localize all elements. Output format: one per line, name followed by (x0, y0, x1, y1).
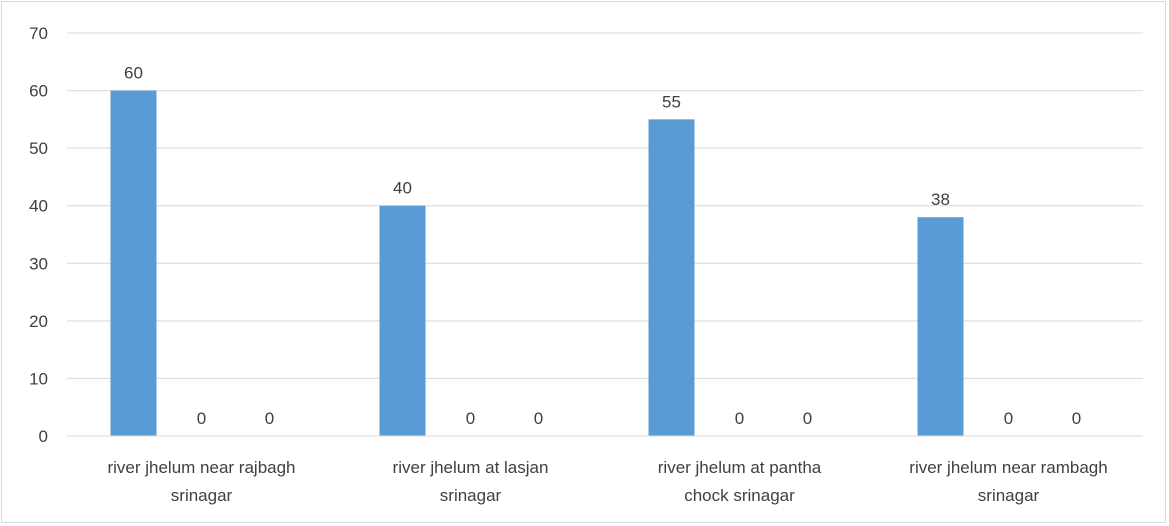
x-category-label-line: chock srinagar (684, 486, 795, 505)
y-tick-label: 40 (29, 197, 48, 216)
x-category-label-line: river jhelum at pantha (658, 458, 822, 477)
data-label: 60 (124, 64, 143, 83)
x-category-label: river jhelum at lasjan srinagar (393, 458, 549, 505)
y-tick-label: 60 (29, 82, 48, 101)
y-tick-label: 70 (29, 24, 48, 43)
bar (110, 90, 157, 437)
data-label: 40 (393, 179, 412, 198)
y-tick-label: 30 (29, 254, 48, 273)
bar (648, 119, 695, 436)
x-category-label: river jhelum at pantha chock srinagar (658, 458, 822, 505)
data-label: 0 (197, 409, 206, 428)
x-category-label-line: srinagar (978, 486, 1040, 505)
y-tick-label: 10 (29, 369, 48, 388)
data-label: 0 (1004, 409, 1013, 428)
x-category-label: river jhelum near rajbagh srinagar (107, 458, 295, 505)
x-category-label-line: river jhelum at lasjan (393, 458, 549, 477)
y-tick-label: 0 (39, 427, 48, 446)
data-label: 0 (1072, 409, 1081, 428)
data-label: 0 (534, 409, 543, 428)
data-label: 0 (265, 409, 274, 428)
y-tick-label: 50 (29, 139, 48, 158)
x-category-label-line: river jhelum near rambagh (909, 458, 1107, 477)
x-category-label-line: river jhelum near rajbagh (107, 458, 295, 477)
y-tick-label: 20 (29, 312, 48, 331)
bar (379, 205, 426, 436)
data-label: 0 (803, 409, 812, 428)
x-category-label-line: srinagar (440, 486, 502, 505)
data-label: 38 (931, 190, 950, 209)
bar (917, 217, 964, 436)
data-label: 55 (662, 92, 681, 111)
data-label: 0 (466, 409, 475, 428)
x-category-label-line: srinagar (171, 486, 233, 505)
x-category-label: river jhelum near rambagh srinagar (909, 458, 1107, 505)
data-label: 0 (735, 409, 744, 428)
